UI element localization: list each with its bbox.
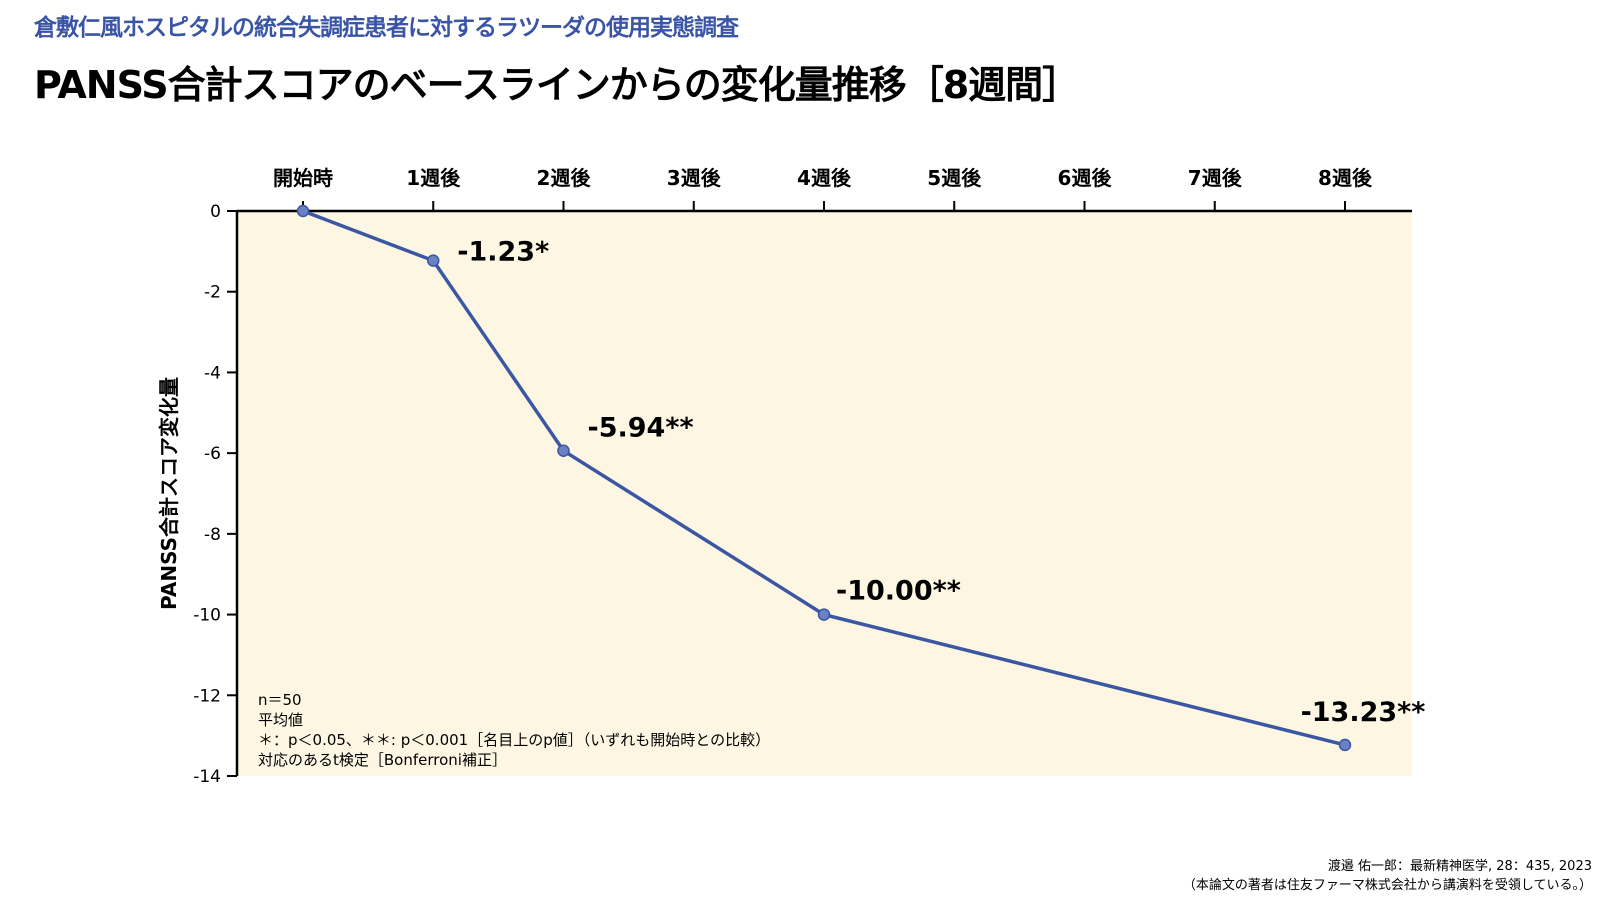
data-label: -1.23*: [457, 237, 549, 268]
citation: 渡邉 佑一郎：最新精神医学, 28：435, 2023: [1327, 859, 1592, 874]
x-tick-label: 3週後: [667, 166, 722, 190]
x-tick-label: 1週後: [406, 166, 461, 190]
data-label: -5.94**: [588, 413, 694, 444]
subtitle: 倉敷仁風ホスピタルの統合失調症患者に対するラツーダの使用実態調査: [34, 15, 739, 41]
data-point: [427, 254, 440, 267]
disclosure: （本論文の著者は住友ファーマ株式会社から講演料を受領している。）: [1182, 878, 1592, 893]
x-tick-label: 2週後: [537, 166, 592, 190]
y-tick-label: -12: [193, 686, 221, 706]
y-axis-label: PANSS合計スコア変化量: [157, 377, 181, 610]
y-tick-label: -4: [204, 363, 221, 383]
y-tick-label: -2: [204, 283, 221, 303]
note-n: n＝50: [258, 691, 302, 709]
page-title: PANSS合計スコアのベースラインからの変化量推移［8週間］: [34, 63, 1080, 107]
data-point: [296, 204, 310, 218]
y-tick-label: -10: [193, 606, 221, 626]
plot-background: [237, 211, 1412, 776]
data-label: -13.23**: [1301, 697, 1426, 728]
x-tick-label: 6週後: [1058, 166, 1113, 190]
data-point: [1338, 738, 1352, 752]
y-tick-label: -8: [204, 525, 221, 545]
x-tick-label: 8週後: [1318, 166, 1373, 190]
note-mean: 平均値: [258, 711, 304, 729]
data-label: -10.00**: [836, 576, 961, 607]
x-tick-label: 7週後: [1188, 166, 1243, 190]
note-pvalue: ＊：p＜0.05、＊＊: p＜0.001［名目上のp値］（いずれも開始時との比較…: [258, 731, 771, 749]
y-tick-label: 0: [210, 202, 221, 222]
x-tick-label: 5週後: [927, 166, 982, 190]
data-point: [557, 444, 570, 457]
y-tick-label: -14: [193, 767, 221, 787]
x-tick-label: 開始時: [273, 166, 333, 190]
note-test: 対応のあるt検定［Bonferroni補正］: [258, 751, 507, 769]
x-tick-label: 4週後: [797, 166, 852, 190]
data-point: [817, 608, 831, 621]
y-tick-label: -6: [204, 444, 221, 464]
